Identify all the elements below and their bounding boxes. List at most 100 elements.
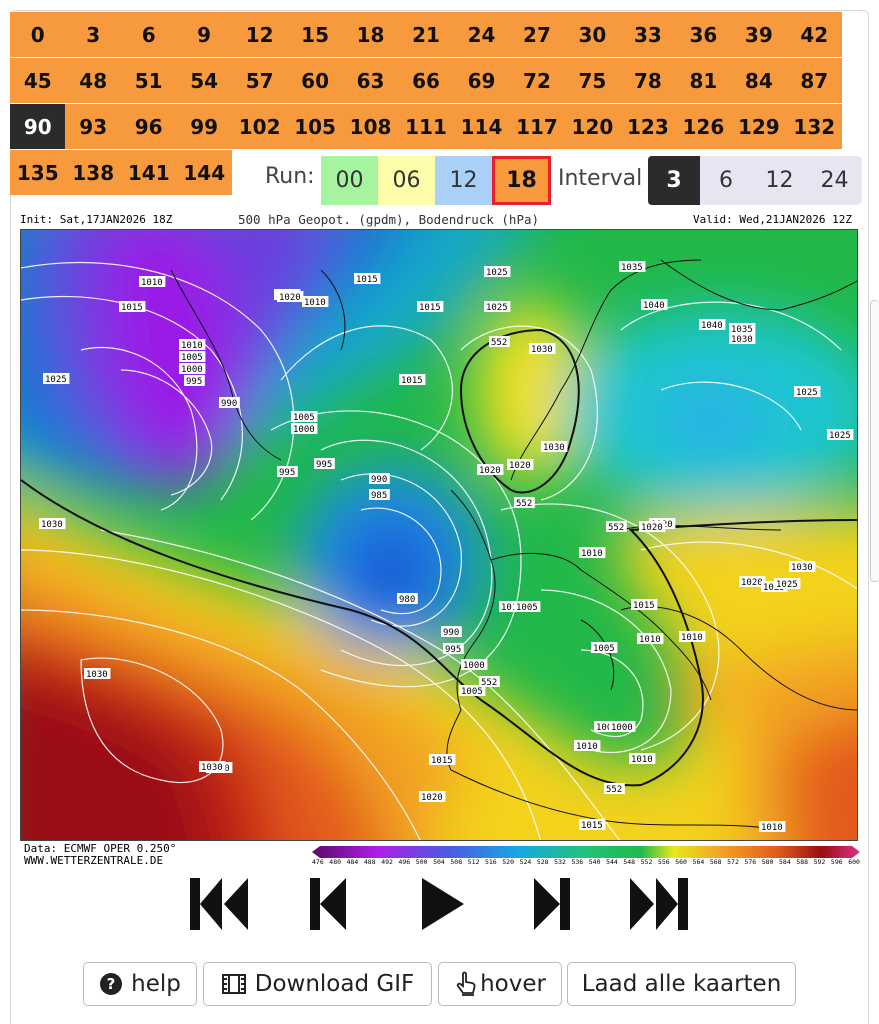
- run-option-06[interactable]: 06: [378, 156, 435, 205]
- pressure-label-bg: [291, 411, 318, 422]
- forecast-hour-54[interactable]: 54: [190, 68, 219, 93]
- pressure-label: 1025: [776, 580, 798, 590]
- pressure-label: 1020: [641, 523, 663, 533]
- forecast-hour-120[interactable]: 120: [571, 114, 614, 139]
- hover-button-label: hover: [480, 971, 546, 997]
- pressure-label-bg: [354, 273, 381, 284]
- forecast-hour-48[interactable]: 48: [79, 68, 108, 93]
- hover-button[interactable]: hover: [438, 962, 562, 1006]
- next-frame-icon[interactable]: [532, 870, 572, 936]
- forecast-hour-81[interactable]: 81: [689, 68, 718, 93]
- forecast-hour-69[interactable]: 69: [467, 68, 496, 93]
- forecast-hour-42[interactable]: 42: [800, 22, 829, 47]
- hour-row: 135 138 141 144: [10, 150, 232, 195]
- forecast-hour-93[interactable]: 93: [79, 114, 108, 139]
- pressure-label: 1025: [45, 375, 67, 385]
- forecast-hour-9[interactable]: 9: [197, 22, 212, 47]
- last-frame-icon[interactable]: [628, 870, 692, 936]
- forecast-hour-96[interactable]: 96: [134, 114, 163, 139]
- run-option-18[interactable]: 18: [492, 156, 551, 205]
- colorbar-tick: 488: [363, 858, 376, 866]
- first-frame-icon[interactable]: [188, 870, 252, 936]
- scrollbar[interactable]: [870, 300, 879, 582]
- forecast-hour-66[interactable]: 66: [412, 68, 440, 93]
- weather-map[interactable]: 1010101510201010100510009959901005100099…: [20, 229, 858, 841]
- forecast-hour-135[interactable]: 135: [16, 160, 59, 185]
- interval-option-3[interactable]: 3: [648, 156, 700, 205]
- forecast-hour-33[interactable]: 33: [633, 22, 662, 47]
- forecast-hour-114[interactable]: 114: [460, 114, 503, 139]
- forecast-hour-60[interactable]: 60: [301, 68, 329, 93]
- website-credit: WWW.WETTERZENTRALE.DE: [24, 854, 164, 867]
- forecast-hour-117[interactable]: 117: [516, 114, 558, 139]
- forecast-hour-57[interactable]: 57: [245, 68, 274, 93]
- geopotential-colorbar: [312, 846, 860, 858]
- forecast-hour-39[interactable]: 39: [744, 22, 773, 47]
- colorbar-tick: 588: [796, 858, 809, 866]
- pressure-label-bg: [369, 473, 390, 484]
- forecast-hour-138[interactable]: 138: [72, 160, 115, 185]
- map-init-time: Init: Sat,17JAN2026 18Z: [20, 213, 173, 226]
- colorbar-tick: 508: [450, 858, 463, 866]
- forecast-hour-108[interactable]: 108: [349, 114, 392, 139]
- forecast-hour-102[interactable]: 102: [238, 114, 281, 139]
- pressure-label: 995: [186, 377, 202, 387]
- forecast-hour-21[interactable]: 21: [412, 22, 440, 47]
- forecast-hour-72[interactable]: 72: [523, 68, 551, 93]
- pressure-label-bg: [594, 721, 621, 732]
- colorbar-tick: 536: [571, 858, 584, 866]
- pressure-label: 1020: [741, 578, 763, 588]
- pressure-label: 1025: [829, 431, 851, 441]
- pressure-label: 1025: [486, 303, 508, 313]
- pressure-label-bg: [606, 521, 627, 532]
- forecast-hour-15[interactable]: 15: [301, 22, 329, 47]
- forecast-hour-90[interactable]: 90: [10, 104, 66, 149]
- interval-option-24[interactable]: 24: [820, 168, 849, 193]
- forecast-hour-36[interactable]: 36: [689, 22, 718, 47]
- previous-frame-icon[interactable]: [308, 870, 348, 936]
- forecast-hour-132[interactable]: 132: [793, 114, 836, 139]
- forecast-hour-144[interactable]: 144: [183, 160, 226, 185]
- forecast-hour-105[interactable]: 105: [294, 114, 336, 139]
- forecast-hour-99[interactable]: 99: [190, 114, 219, 139]
- pressure-label-bg: [479, 676, 500, 687]
- colorbar-tick: 524: [519, 858, 532, 866]
- forecast-hour-51[interactable]: 51: [134, 68, 163, 93]
- forecast-hour-126[interactable]: 126: [682, 114, 725, 139]
- forecast-hour-18[interactable]: 18: [356, 22, 385, 47]
- forecast-hour-24[interactable]: 24: [467, 22, 496, 47]
- colorbar-tick: 540: [588, 858, 601, 866]
- forecast-hour-111[interactable]: 111: [405, 114, 447, 139]
- download-gif-button[interactable]: Download GIF: [203, 962, 432, 1006]
- pressure-label-bg: [314, 458, 335, 469]
- forecast-hour-3[interactable]: 3: [86, 22, 101, 47]
- forecast-hour-12[interactable]: 12: [245, 22, 274, 47]
- colorbar-tick: 568: [709, 858, 722, 866]
- pressure-label: 552: [516, 499, 532, 509]
- forecast-hour-78[interactable]: 78: [633, 68, 662, 93]
- forecast-hour-27[interactable]: 27: [523, 22, 551, 47]
- forecast-hour-63[interactable]: 63: [356, 68, 385, 93]
- pressure-label-bg: [302, 296, 329, 307]
- forecast-hour-45[interactable]: 45: [23, 68, 52, 93]
- load-all-maps-button[interactable]: Laad alle kaarten: [567, 962, 796, 1006]
- forecast-hour-123[interactable]: 123: [627, 114, 669, 139]
- forecast-hour-141[interactable]: 141: [127, 160, 170, 185]
- forecast-hour-84[interactable]: 84: [744, 68, 773, 93]
- forecast-hour-0[interactable]: 0: [30, 22, 45, 47]
- pressure-label-bg: [729, 323, 756, 334]
- pressure-label-bg: [139, 276, 166, 287]
- forecast-hour-30[interactable]: 30: [578, 22, 607, 47]
- forecast-hour-87[interactable]: 87: [800, 68, 829, 93]
- play-icon[interactable]: [418, 870, 466, 936]
- interval-option-6[interactable]: 6: [719, 168, 733, 193]
- forecast-hour-75[interactable]: 75: [578, 68, 607, 93]
- forecast-hour-6[interactable]: 6: [141, 22, 156, 47]
- run-option-00[interactable]: 00: [321, 156, 378, 205]
- run-option-12[interactable]: 12: [435, 156, 492, 205]
- forecast-hour-129[interactable]: 129: [737, 114, 780, 139]
- pressure-label: 995: [279, 468, 295, 478]
- interval-option-12[interactable]: 12: [765, 168, 794, 193]
- help-button[interactable]: ? help: [83, 962, 197, 1006]
- pressure-label-bg: [291, 423, 318, 434]
